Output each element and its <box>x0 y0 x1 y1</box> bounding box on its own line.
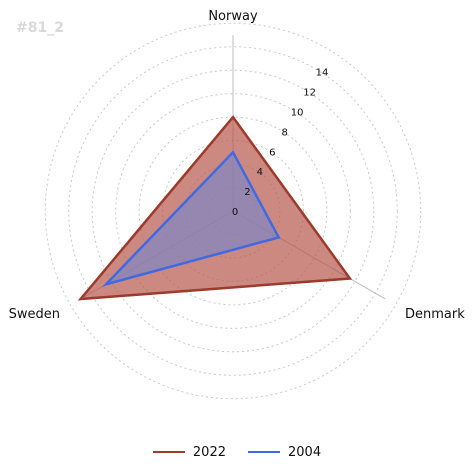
radial-tick-label: 14 <box>316 68 329 79</box>
grid-circle <box>91 69 375 353</box>
chart-watermark: #81_2 <box>16 20 64 36</box>
grid-circle <box>68 46 398 376</box>
legend-item-2022: 2022 <box>152 444 226 460</box>
legend-swatch <box>248 451 280 453</box>
chart-legend: 2022 2004 <box>0 440 474 464</box>
series-2004-polygon <box>101 150 281 287</box>
radial-tick-label: 4 <box>257 167 263 178</box>
legend-item-2004: 2004 <box>248 445 321 460</box>
radial-tick-label: 8 <box>282 127 288 138</box>
category-label-norway: Norway <box>208 9 258 24</box>
category-label-sweden: Sweden <box>9 307 60 322</box>
legend-label: 2004 <box>288 444 322 460</box>
radial-tick-label: 2 <box>244 187 250 198</box>
radial-tick-label: 0 <box>232 207 238 218</box>
radial-tick-label: 12 <box>303 88 316 99</box>
radar-series <box>77 115 353 301</box>
legend-label: 2022 <box>192 444 226 460</box>
grid-circle <box>115 93 351 329</box>
radial-tick-label: 6 <box>269 147 275 158</box>
radial-tick-label: 10 <box>291 107 304 118</box>
category-label-denmark: Denmark <box>405 307 465 322</box>
grid-circle <box>44 22 422 400</box>
legend-swatch <box>152 451 185 453</box>
